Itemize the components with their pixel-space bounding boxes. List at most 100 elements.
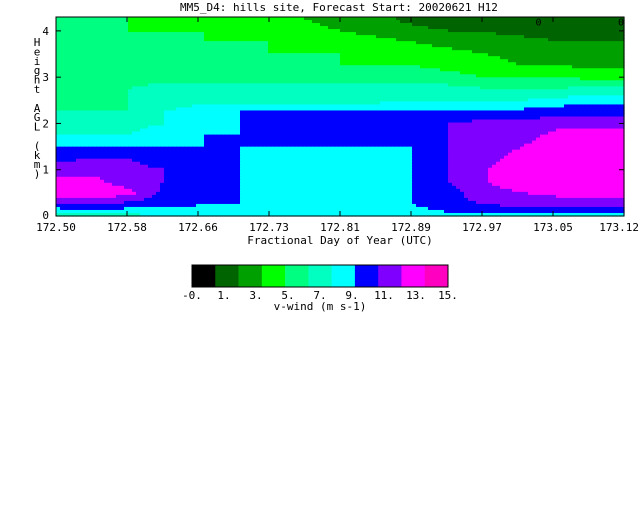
heatmap-cell <box>556 116 561 121</box>
heatmap-cell <box>232 35 237 39</box>
heatmap-cell <box>144 53 149 57</box>
heatmap-cell <box>252 74 257 78</box>
heatmap-cell <box>392 65 397 69</box>
heatmap-cell <box>372 92 377 96</box>
heatmap-cell <box>124 41 129 45</box>
heatmap-cell <box>596 98 601 103</box>
heatmap-cell <box>476 83 481 87</box>
heatmap-cell <box>72 47 77 51</box>
heatmap-cell <box>592 71 597 75</box>
heatmap-cell <box>568 59 573 63</box>
heatmap-cell <box>308 83 313 87</box>
heatmap-cell <box>612 119 617 124</box>
heatmap-cell <box>248 104 253 109</box>
heatmap-cell <box>176 116 181 121</box>
heatmap-cell <box>96 89 101 93</box>
heatmap-cell <box>284 119 289 124</box>
heatmap-cell <box>164 50 169 54</box>
heatmap-cell <box>552 110 557 115</box>
heatmap-cell <box>504 74 509 78</box>
heatmap-cell <box>552 95 557 100</box>
heatmap-cell <box>380 86 385 90</box>
heatmap-cell <box>56 86 61 90</box>
heatmap-cell <box>460 107 465 112</box>
heatmap-cell <box>120 17 125 21</box>
heatmap-cell <box>440 113 445 118</box>
heatmap-cell <box>248 41 253 45</box>
heatmap-cell <box>356 35 361 39</box>
heatmap-cell <box>608 86 613 90</box>
heatmap-cell <box>176 71 181 75</box>
heatmap-cell <box>172 116 177 121</box>
heatmap-cell <box>216 68 221 72</box>
heatmap-cell <box>524 65 529 69</box>
heatmap-cell <box>436 41 441 45</box>
heatmap-cell <box>380 77 385 81</box>
heatmap-cell <box>204 74 209 78</box>
heatmap-cell <box>472 38 477 42</box>
heatmap-cell <box>580 62 585 66</box>
heatmap-cell <box>276 107 281 112</box>
heatmap-cell <box>332 83 337 87</box>
heatmap-cell <box>248 20 253 24</box>
heatmap-cell <box>236 56 241 60</box>
heatmap-cell <box>508 44 513 48</box>
heatmap-cell <box>216 23 221 27</box>
heatmap-cell <box>576 101 581 106</box>
heatmap-cell <box>276 41 281 45</box>
heatmap-cell <box>468 116 473 121</box>
heatmap-cell <box>520 101 525 106</box>
heatmap-cell <box>312 86 317 90</box>
heatmap-cell <box>544 107 549 112</box>
heatmap-cell <box>68 38 73 42</box>
heatmap-cell <box>488 38 493 42</box>
heatmap-cell <box>556 98 561 103</box>
heatmap-cell <box>424 80 429 84</box>
heatmap-cell <box>84 71 89 75</box>
heatmap-cell <box>168 116 173 121</box>
heatmap-cell <box>288 44 293 48</box>
heatmap-cell <box>364 80 369 84</box>
heatmap-cell <box>216 116 221 121</box>
heatmap-cell <box>228 113 233 118</box>
heatmap-cell <box>96 38 101 42</box>
heatmap-cell <box>472 83 477 87</box>
heatmap-cell <box>344 50 349 54</box>
heatmap-cell <box>604 116 609 121</box>
heatmap-cell <box>140 80 145 84</box>
heatmap-cell <box>180 95 185 100</box>
heatmap-cell <box>152 17 157 21</box>
heatmap-cell <box>356 38 361 42</box>
heatmap-cell <box>488 110 493 115</box>
heatmap-cell <box>452 41 457 45</box>
heatmap-cell <box>616 101 621 106</box>
heatmap-cell <box>264 104 269 109</box>
heatmap-cell <box>184 101 189 106</box>
heatmap-cell <box>576 119 581 124</box>
heatmap-cell <box>608 65 613 69</box>
heatmap-cell <box>332 26 337 30</box>
heatmap-cell <box>104 50 109 54</box>
heatmap-cell <box>208 95 213 100</box>
heatmap-cell <box>572 44 577 48</box>
heatmap-cell <box>468 26 473 30</box>
heatmap-cell <box>540 17 545 21</box>
heatmap-cell <box>528 29 533 33</box>
heatmap-cell <box>304 83 309 87</box>
heatmap-cell <box>440 59 445 63</box>
heatmap-cell <box>444 95 449 100</box>
heatmap-cell <box>88 20 93 24</box>
heatmap-cell <box>468 62 473 66</box>
heatmap-cell <box>224 44 229 48</box>
heatmap-cell <box>404 107 409 112</box>
heatmap-cell <box>612 113 617 118</box>
heatmap-cell <box>148 113 153 118</box>
heatmap-cell <box>304 38 309 42</box>
heatmap-cell <box>568 92 573 96</box>
heatmap-cell <box>408 32 413 36</box>
heatmap-cell <box>280 83 285 87</box>
heatmap-cell <box>604 32 609 36</box>
heatmap-cell <box>388 104 393 109</box>
heatmap-cell <box>608 32 613 36</box>
heatmap-cell <box>336 32 341 36</box>
